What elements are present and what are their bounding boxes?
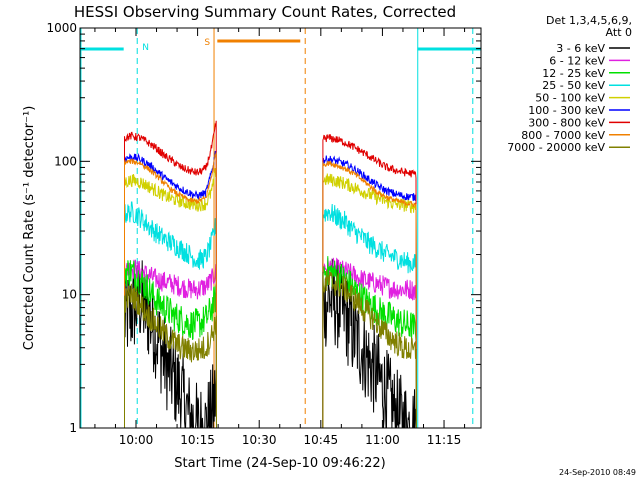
legend-header-1: Att 0: [606, 26, 632, 39]
series-line-0-seg2: [322, 258, 417, 429]
x-tick-label: 10:15: [180, 433, 215, 447]
legend-label: 25 - 50 keV: [542, 79, 605, 92]
series-line-8-seg1: [124, 283, 217, 429]
series-line-6-seg1: [124, 120, 217, 429]
series-line-1-seg1: [124, 259, 217, 429]
data-layer: SN: [80, 28, 481, 429]
north-label: N: [142, 43, 149, 53]
series-line-5-seg2: [322, 155, 417, 429]
plot-frame: [79, 27, 482, 429]
legend-label: 6 - 12 keV: [549, 54, 605, 67]
legend-header-0: Det 1,3,4,5,6,9,: [546, 14, 632, 27]
y-tick-label: 1000: [46, 21, 77, 35]
chart-title: HESSI Observing Summary Count Rates, Cor…: [74, 3, 456, 21]
series-line-2-seg1: [124, 258, 217, 429]
x-axis-label: Start Time (24-Sep-10 09:46:22): [174, 456, 385, 471]
legend-label: 12 - 25 keV: [542, 67, 605, 80]
y-tick-label: 10: [62, 288, 77, 302]
saa-label: S: [204, 38, 210, 48]
y-tick-label: 1: [69, 421, 77, 435]
series-line-5-seg1: [124, 150, 217, 429]
series-line-3-seg1: [124, 201, 217, 429]
legend-label: 800 - 7000 keV: [521, 129, 605, 142]
ticks-layer: 1 10 100 1000 10:00 10:15 10:30 10:45 11:00 11:15: [46, 21, 481, 447]
footer-timestamp: 24-Sep-2010 08:49: [559, 468, 636, 477]
legend-label: 50 - 100 keV: [535, 92, 605, 105]
x-tick-label: 10:00: [119, 433, 154, 447]
y-tick-label: 100: [54, 154, 77, 168]
y-axis-label: Corrected Count Rate (s⁻¹ detector⁻¹): [22, 106, 37, 351]
series-line-4-seg1: [124, 168, 217, 429]
series-line-2-seg2: [322, 256, 417, 429]
series-line-4-seg2: [322, 173, 417, 429]
legend-label: 300 - 800 keV: [528, 116, 605, 129]
legend-label: 3 - 6 keV: [556, 42, 605, 55]
x-tick-label: 11:15: [427, 433, 462, 447]
x-tick-label: 11:00: [365, 433, 400, 447]
legend-label: 100 - 300 keV: [528, 104, 605, 117]
series-line-6-seg2: [322, 134, 417, 429]
x-tick-label: 10:30: [242, 433, 277, 447]
legend-label: 7000 - 20000 keV: [507, 141, 605, 154]
series-line-3-seg2: [322, 203, 417, 429]
series-line-7-seg2: [322, 160, 417, 429]
series-line-8-seg2: [322, 270, 417, 429]
series-line-7-seg1: [124, 152, 217, 429]
x-tick-label: 10:45: [304, 433, 339, 447]
